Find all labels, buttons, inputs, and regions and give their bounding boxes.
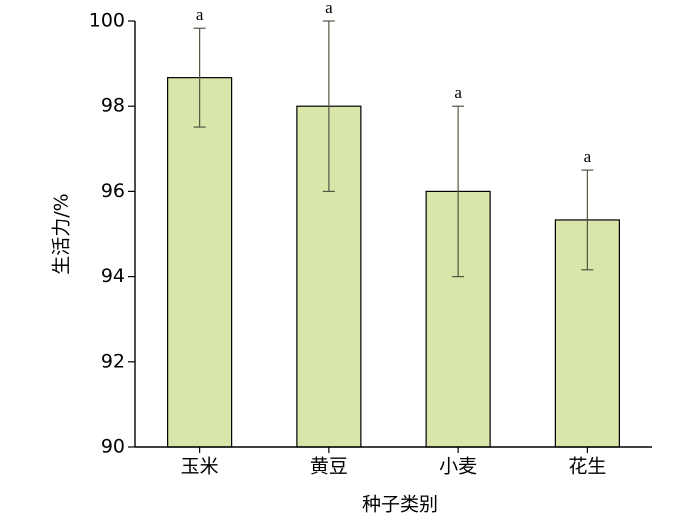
x-tick-label: 花生	[568, 456, 606, 478]
x-axis-label: 种子类别	[362, 494, 438, 516]
y-tick-label: 94	[101, 265, 125, 287]
significance-label: a	[196, 5, 204, 24]
significance-label: a	[325, 0, 333, 17]
y-axis-label: 生活力/%	[51, 193, 73, 274]
significance-label: a	[454, 83, 462, 102]
significance-label: a	[584, 147, 592, 166]
y-tick-label: 98	[101, 95, 125, 117]
y-tick-label: 90	[101, 436, 125, 458]
x-tick-label: 小麦	[439, 456, 477, 478]
x-tick-label: 黄豆	[310, 456, 348, 478]
y-tick-label: 100	[89, 10, 125, 32]
x-tick-label: 玉米	[181, 456, 219, 478]
bar	[167, 77, 233, 448]
y-tick-label: 96	[101, 180, 125, 202]
y-tick-label: 92	[101, 350, 125, 372]
